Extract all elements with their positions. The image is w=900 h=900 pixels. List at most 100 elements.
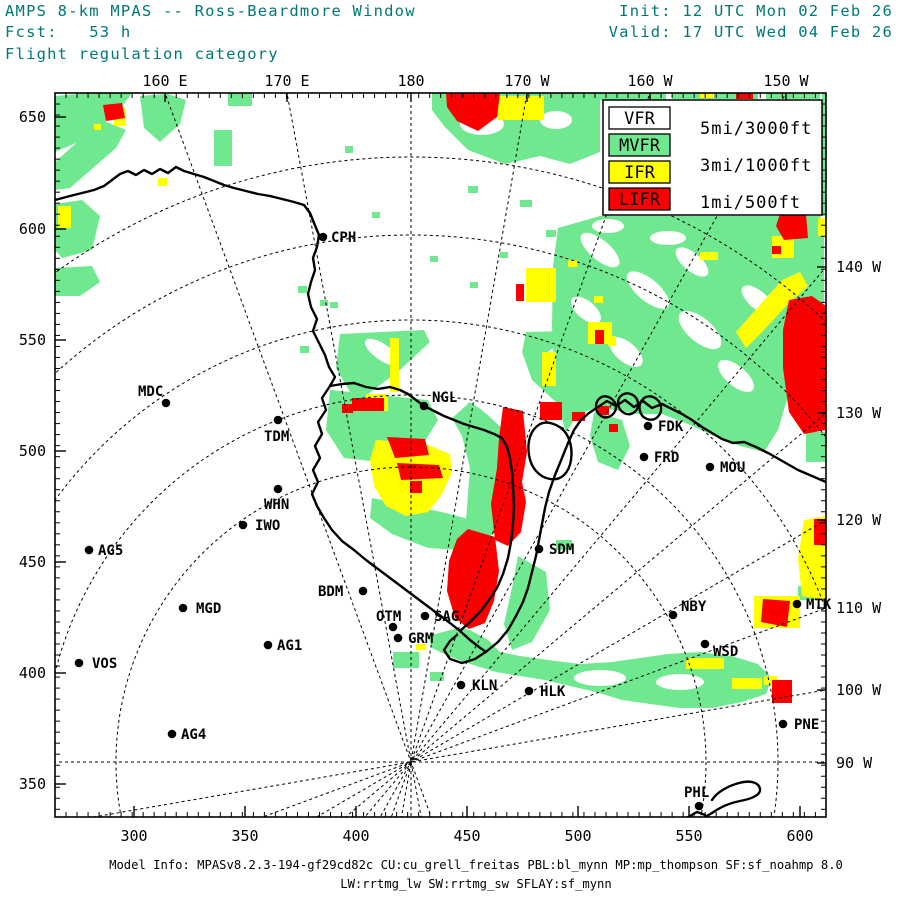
top-lon-label: 160 E xyxy=(142,72,187,90)
coastline-path xyxy=(594,395,618,419)
page-title: AMPS 8-km MPAS -- Ross-Beardmore Window xyxy=(5,2,416,20)
station-label-AG1: AG1 xyxy=(277,638,302,654)
category-region-g xyxy=(320,300,328,306)
top-lon-label: 150 W xyxy=(763,72,809,90)
category-region-g xyxy=(214,130,232,166)
coastline-path xyxy=(638,395,663,421)
station-dot-SDM xyxy=(534,544,544,554)
station-label-PNE: PNE xyxy=(794,717,819,733)
station-dot-MGD xyxy=(178,603,188,613)
axis-ticks xyxy=(55,93,826,817)
station-label-MDC: MDC xyxy=(138,384,163,400)
region-gap xyxy=(675,247,709,277)
station-dot-PNE xyxy=(778,719,788,729)
category-region-g xyxy=(330,302,338,308)
category-region-r xyxy=(814,519,826,545)
right-lon-label: 100 W xyxy=(836,681,882,699)
coastline-path xyxy=(328,381,516,633)
station-label-VOS: VOS xyxy=(92,656,117,672)
station-dot-AG1 xyxy=(263,640,273,650)
station-label-SDM: SDM xyxy=(549,542,574,558)
station-dot-MDC xyxy=(161,398,171,408)
top-lon-label: 170 E xyxy=(264,72,309,90)
category-region-y xyxy=(416,644,426,650)
coastline-path xyxy=(686,810,707,817)
x-axis-tick-label: 550 xyxy=(675,827,702,845)
category-region-g xyxy=(546,230,556,237)
x-axis-tick-label: 350 xyxy=(231,827,258,845)
category-region-r xyxy=(772,246,781,254)
meridian-line xyxy=(91,689,826,817)
category-region-r xyxy=(342,404,353,413)
latitude-arc xyxy=(55,319,826,612)
region-gap xyxy=(592,219,624,233)
right-lon-label: 90 W xyxy=(836,754,873,772)
station-label-IWO: IWO xyxy=(255,518,280,534)
category-region-g xyxy=(372,212,380,218)
station-dot-HLK xyxy=(524,686,534,696)
category-region-g xyxy=(55,120,126,190)
legend-label-ifr: IFR xyxy=(624,163,655,183)
station-label-AG5: AG5 xyxy=(98,543,123,559)
valid-time: Valid: 17 UTC Wed 04 Feb 26 xyxy=(608,23,893,41)
region-gap xyxy=(571,296,601,324)
legend-chip-ifr xyxy=(608,160,671,184)
x-axis-tick-label: 450 xyxy=(453,827,480,845)
station-dot-TDM xyxy=(273,415,283,425)
category-region-y xyxy=(608,336,616,346)
station-label-MOU: MOU xyxy=(720,460,745,476)
category-region-r xyxy=(572,412,585,421)
region-gap xyxy=(678,310,722,350)
category-region-r xyxy=(598,406,609,415)
region-gap xyxy=(609,337,643,367)
station-dot-IWO xyxy=(238,520,248,530)
stations: CPH MDC TDM NGL WHN IWO AG5 MGD BDM AG1 VOS AG4 OTM S… xyxy=(74,230,832,811)
station-dot-AG5 xyxy=(84,545,94,555)
category-region-y xyxy=(94,124,101,130)
station-dot-BDM xyxy=(358,586,368,596)
right-lon-label: 130 W xyxy=(836,404,882,422)
category-region-r xyxy=(772,680,792,703)
category-region-y xyxy=(568,260,577,267)
category-region-g xyxy=(556,540,572,550)
category-region-g xyxy=(430,256,438,262)
category-region-g xyxy=(590,412,630,470)
category-region-r xyxy=(397,463,443,480)
legend-threshold: 5mi/3000ft xyxy=(700,119,812,139)
category-region-y xyxy=(526,268,556,302)
coastline-path xyxy=(442,398,826,665)
station-label-KLN: KLN xyxy=(472,678,497,694)
coastline-path xyxy=(55,165,337,388)
category-region-y xyxy=(58,206,71,228)
region-gap xyxy=(580,232,620,268)
forecast-hour: Fcst: 53 h xyxy=(5,23,132,41)
category-region-g xyxy=(228,93,252,106)
legend-threshold: 3mi/1000ft xyxy=(700,156,812,176)
station-dot-CPH xyxy=(318,232,328,242)
category-region-r xyxy=(540,402,562,420)
category-region-g xyxy=(298,286,307,293)
station-dot-PHL xyxy=(694,801,704,811)
right-lon-label: 120 W xyxy=(836,511,882,529)
top-lon-label: 160 W xyxy=(627,72,673,90)
station-label-AG4: AG4 xyxy=(181,727,206,743)
legend-threshold: 1mi/500ft xyxy=(700,193,801,213)
category-region-y xyxy=(700,93,714,98)
model-info-line2: LW:rrtmg_lw SW:rrtmg_sw SFLAY:sf_mynn xyxy=(340,877,612,891)
station-label-SAG: SAG xyxy=(434,609,459,625)
meridian-line xyxy=(364,266,826,817)
category-region-g xyxy=(393,652,419,668)
legend-chip-lifr xyxy=(608,187,671,211)
y-axis-tick-label: 350 xyxy=(19,775,46,793)
category-region-g xyxy=(140,94,186,142)
category-region-y xyxy=(818,218,826,236)
top-lon-label: 180 xyxy=(397,72,424,90)
category-region-r xyxy=(387,437,429,458)
meridian-line xyxy=(344,412,826,817)
y-axis-tick-label: 550 xyxy=(19,331,46,349)
right-lon-label: 110 W xyxy=(836,599,882,617)
station-label-BDM: BDM xyxy=(318,584,343,600)
coastline-path xyxy=(703,780,762,817)
